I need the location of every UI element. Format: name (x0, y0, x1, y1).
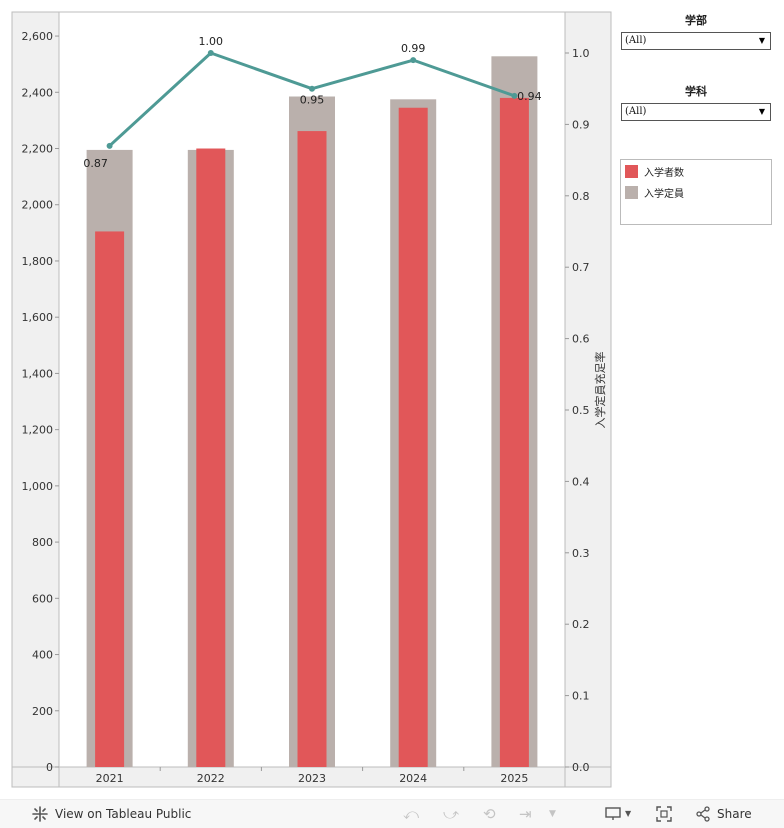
department-select[interactable]: (All) ▼ (621, 103, 771, 121)
left-axis-tick-label: 1,200 (22, 424, 54, 437)
left-axis-tick-label: 400 (32, 649, 53, 662)
left-axis-tick-label: 200 (32, 705, 53, 718)
x-axis-tick-label: 2021 (96, 772, 124, 785)
faculty-select[interactable]: (All) ▼ (621, 32, 771, 50)
right-axis-tick-label: 0.3 (572, 547, 590, 560)
faculty-filter-title: 学部 (685, 14, 707, 27)
right-axis-tick-label: 0.5 (572, 404, 590, 417)
share-icon (696, 806, 710, 822)
left-axis-tick-label: 2,200 (22, 143, 54, 156)
faculty-filter: 学部 (All) ▼ (621, 12, 771, 50)
right-axis-tick-label: 0.2 (572, 618, 590, 631)
left-axis-tick-label: 800 (32, 536, 53, 549)
fill-rate-data-label: 0.94 (517, 90, 542, 103)
tableau-toolbar: View on Tableau Public ⤺ ⤻ ⟲ ⇥ ▼ ▼ Share (0, 799, 784, 828)
legend-item-capacity[interactable]: 入学定員 (621, 183, 771, 202)
share-label: Share (717, 807, 752, 821)
right-axis-tick-label: 0.6 (572, 333, 590, 346)
left-axis-tick-label: 1,800 (22, 255, 54, 268)
fill-rate-point (207, 50, 214, 56)
redo-icon[interactable]: ⤻ (443, 805, 460, 823)
fill-rate-data-label: 0.87 (83, 157, 108, 170)
right-axis-tick-label: 1.0 (572, 47, 590, 60)
legend-label-enrolled: 入学者数 (644, 168, 684, 179)
right-axis-tick-label: 0.0 (572, 761, 590, 774)
x-axis-tick-label: 2025 (500, 772, 528, 785)
fill-rate-point (309, 85, 315, 92)
legend-label-capacity: 入学定員 (644, 189, 684, 200)
undo-icon[interactable]: ⤺ (403, 805, 420, 823)
faculty-select-value: (All) (625, 35, 647, 46)
left-axis-tick-label: 2,000 (22, 199, 54, 212)
fill-rate-point (106, 142, 113, 149)
left-axis-tick-label: 2,400 (22, 86, 54, 99)
view-on-tableau-label: View on Tableau Public (55, 807, 192, 821)
enrolled-bar (499, 97, 529, 768)
legend-swatch-enrolled (625, 165, 638, 178)
left-axis-panel (12, 12, 59, 787)
right-axis-tick-label: 0.4 (572, 475, 590, 488)
right-axis-panel (565, 12, 611, 787)
left-axis-tick-label: 0 (46, 761, 53, 774)
fill-rate-point (410, 57, 417, 64)
right-axis-tick-label: 0.9 (572, 118, 590, 131)
department-filter-title: 学科 (685, 85, 707, 98)
download-icon[interactable]: ▼ (605, 800, 631, 828)
enrolled-bar (398, 107, 428, 767)
color-legend: 入学者数 入学定員 (620, 159, 772, 225)
enrolled-bar (196, 148, 226, 768)
right-axis-tick-label: 0.7 (572, 261, 590, 274)
refresh-menu-chevron-icon[interactable]: ▼ (549, 809, 556, 819)
left-axis-tick-label: 1,600 (22, 311, 54, 324)
enrolled-bar (95, 231, 125, 768)
left-axis-tick-label: 1,400 (22, 367, 54, 380)
department-select-value: (All) (625, 106, 647, 117)
x-axis-tick-label: 2024 (399, 772, 427, 785)
download-chevron-icon: ▼ (625, 809, 632, 818)
share-button[interactable]: Share (695, 800, 752, 828)
revert-icon[interactable]: ⟲ (483, 805, 496, 823)
download-box-icon (605, 807, 621, 820)
combo-chart: 0 200 400 600 800 1,000 1,200 1,400 1,600 1,800 2,… (11, 11, 612, 788)
dropdown-arrow-icon: ▼ (758, 36, 765, 45)
fill-rate-data-label: 0.99 (401, 42, 426, 55)
right-axis-tick-label: 0.8 (572, 190, 590, 203)
fullscreen-frame-icon (656, 806, 672, 822)
refresh-icon[interactable]: ⇥ (519, 805, 532, 823)
chart-frame (11, 11, 612, 788)
x-axis-tick-label: 2022 (197, 772, 225, 785)
fill-rate-data-label: 0.95 (300, 94, 325, 107)
fill-rate-point (511, 92, 518, 99)
fullscreen-icon[interactable] (656, 800, 672, 828)
x-axis-panel (59, 767, 565, 787)
left-axis-tick-label: 600 (32, 592, 53, 605)
x-axis-tick-label: 2023 (298, 772, 326, 785)
tableau-logo-icon (32, 806, 48, 822)
view-on-tableau-link[interactable]: View on Tableau Public (32, 800, 191, 828)
right-axis-tick-label: 0.1 (572, 690, 590, 703)
department-filter: 学科 (All) ▼ (621, 83, 771, 121)
legend-swatch-capacity (625, 186, 638, 199)
dropdown-arrow-icon: ▼ (758, 107, 765, 116)
left-axis-tick-label: 2,600 (22, 30, 54, 43)
right-axis-title: 入学定員充足率 (593, 352, 607, 429)
left-axis-tick-label: 1,000 (22, 480, 54, 493)
enrolled-bar (297, 131, 327, 768)
fill-rate-data-label: 1.00 (199, 35, 224, 48)
legend-item-enrolled[interactable]: 入学者数 (621, 162, 771, 181)
